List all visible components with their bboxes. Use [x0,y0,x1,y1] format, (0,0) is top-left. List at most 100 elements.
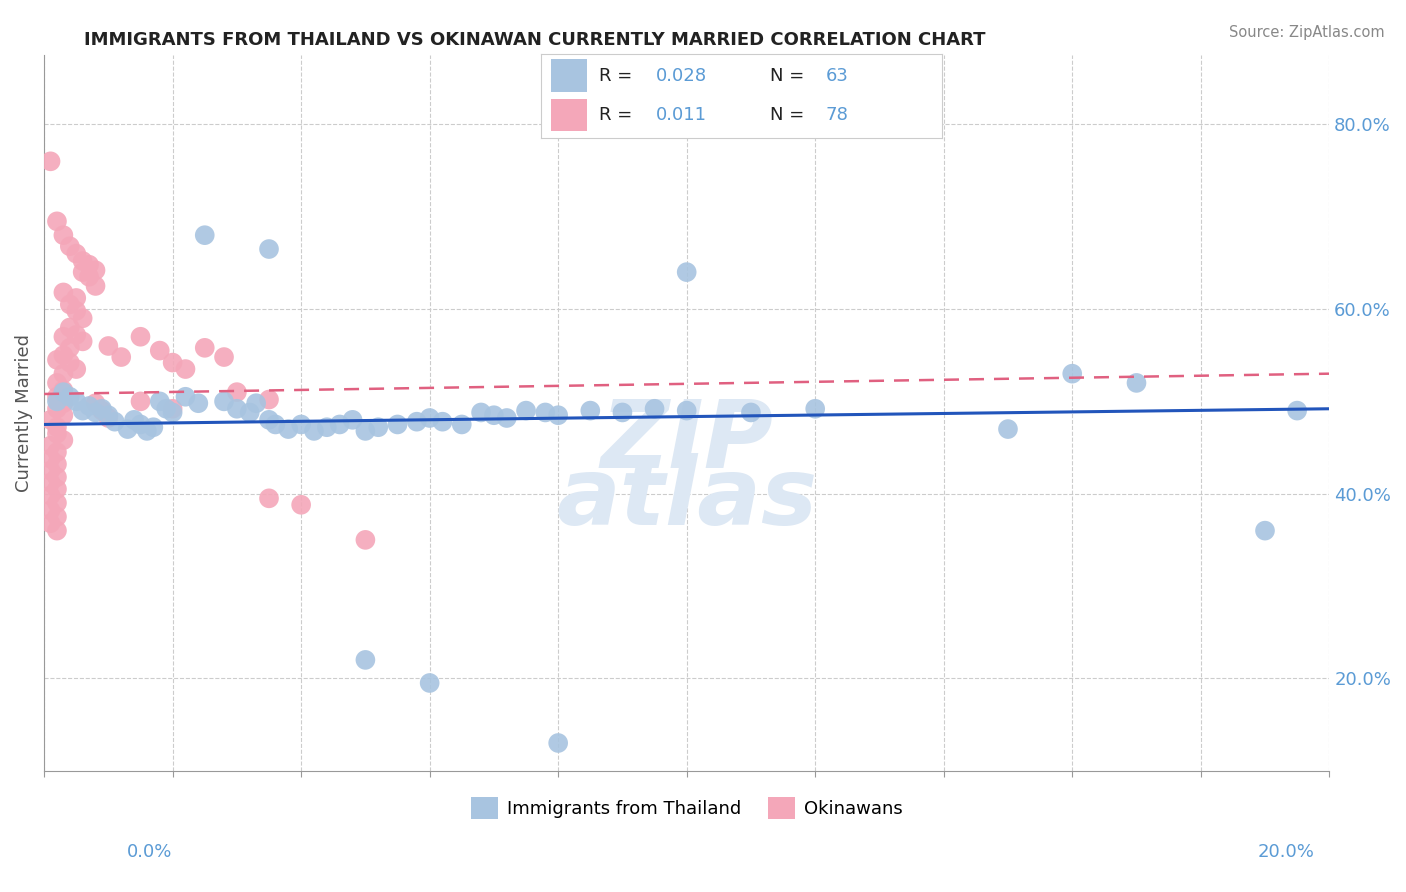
Point [52,285,75,300]
Point [59,320,82,334]
Point [225,385,247,400]
Point [46,496,69,510]
Point [117,422,139,436]
Point [46,445,69,459]
Text: IMMIGRANTS FROM THAILAND VS OKINAWAN CURRENTLY MARRIED CORRELATION CHART: IMMIGRANTS FROM THAILAND VS OKINAWAN CUR… [84,31,986,49]
Point [367,420,389,434]
Point [110,350,132,364]
Point [290,498,312,512]
Point [97,408,120,422]
Point [245,396,267,410]
Point [91,401,114,416]
Text: Source: ZipAtlas.com: Source: ZipAtlas.com [1229,25,1385,40]
Point [72,311,94,326]
Point [162,355,184,369]
Point [675,403,697,417]
Point [39,489,62,503]
Point [52,367,75,381]
Point [194,341,217,355]
Point [52,396,75,410]
Point [46,426,69,441]
Point [257,413,280,427]
Point [149,394,172,409]
Point [77,258,100,272]
Point [46,470,69,484]
Point [129,330,152,344]
Point [405,415,427,429]
Point [1254,524,1277,538]
Point [515,403,537,417]
Text: R =: R = [599,67,638,85]
Point [77,399,100,413]
Point [39,413,62,427]
Point [122,413,145,427]
Point [1125,376,1147,390]
Point [97,339,120,353]
Point [644,401,666,416]
Point [354,653,377,667]
Point [72,334,94,349]
Point [174,390,197,404]
Point [187,396,209,410]
Point [52,408,75,422]
Point [419,411,441,425]
Point [65,362,87,376]
Point [91,403,114,417]
Point [59,297,82,311]
Bar [551,99,588,131]
Point [39,475,62,490]
Point [257,491,280,506]
Point [534,405,557,419]
Point [194,228,217,243]
Point [342,413,364,427]
Point [65,291,87,305]
Point [52,348,75,362]
Point [257,392,280,407]
Point [257,242,280,256]
Point [72,265,94,279]
Text: atlas: atlas [555,453,817,545]
Text: ZIP: ZIP [600,395,773,488]
Point [52,385,75,400]
Point [470,405,492,419]
Point [225,401,247,416]
Point [387,417,409,432]
Point [46,390,69,404]
Point [46,352,69,367]
Point [547,408,569,422]
Point [315,420,337,434]
Text: 63: 63 [825,67,849,85]
Point [65,327,87,342]
Point [65,304,87,318]
Point [84,263,107,277]
Point [1286,403,1309,417]
Point [52,228,75,243]
Point [77,269,100,284]
Point [612,405,634,419]
Point [129,417,152,432]
Point [194,778,217,792]
Point [39,451,62,466]
Point [46,524,69,538]
Point [212,350,235,364]
Point [135,424,157,438]
Text: 0.0%: 0.0% [127,843,172,861]
Point [740,405,762,419]
Text: 0.028: 0.028 [655,67,707,85]
Point [72,403,94,417]
Point [277,422,299,436]
Point [129,394,152,409]
Y-axis label: Currently Married: Currently Married [15,334,32,491]
Point [46,482,69,496]
Point [495,411,517,425]
Text: N =: N = [769,106,810,124]
Point [264,417,287,432]
Point [39,516,62,531]
Point [290,417,312,432]
Point [46,420,69,434]
Point [84,279,107,293]
Point [149,343,172,358]
Text: 78: 78 [825,106,849,124]
Point [52,433,75,447]
Point [72,254,94,268]
